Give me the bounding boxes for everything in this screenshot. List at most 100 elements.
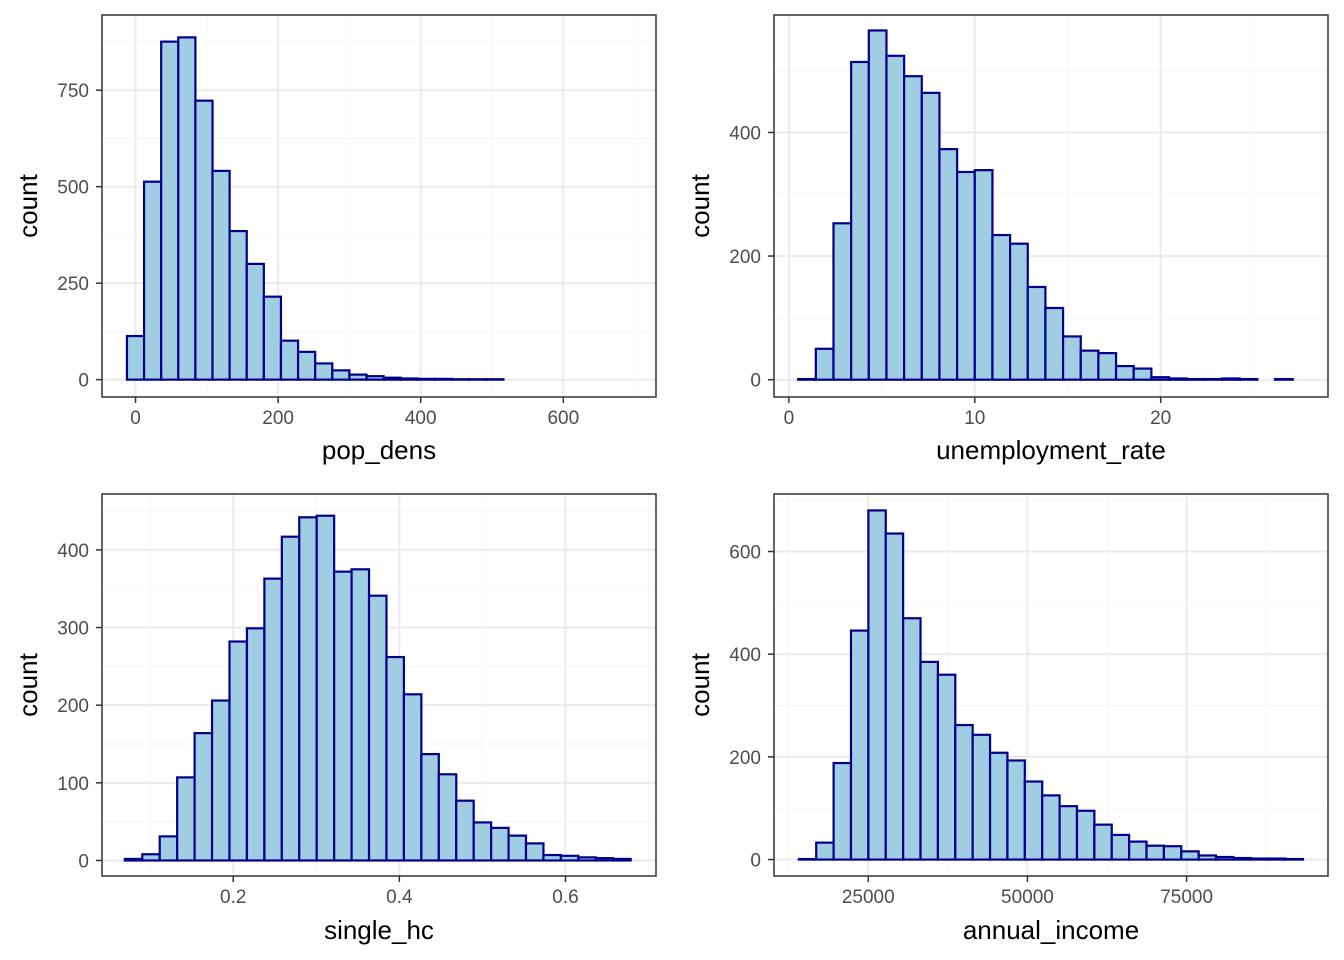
histogram-bar [177,36,197,381]
x-axis-title: pop_dens [322,435,436,465]
histogram-bar [559,854,580,862]
histogram-bar [832,222,853,381]
x-tick-label: 600 [547,408,579,429]
histogram-bar [141,853,161,862]
histogram-bar [797,377,817,381]
x-tick-label: 0.6 [552,887,578,908]
histogram-bar [367,594,388,862]
y-tick-label: 0 [750,371,761,392]
y-tick-label: 200 [729,748,761,769]
histogram-bar [399,377,419,381]
histogram-bar [1185,377,1206,381]
histogram-bar [1006,759,1026,861]
y-tick-label: 250 [57,274,89,295]
x-tick-label: 20 [1150,408,1171,429]
x-tick-label: 0.4 [386,887,413,908]
histogram-bar [1128,840,1148,861]
histogram-bar [365,375,385,381]
x-tick-label: 25000 [842,887,895,908]
histogram-bar [1132,367,1153,381]
histogram-bar [1023,780,1044,861]
histogram-bars [125,36,505,381]
histogram-bar [1097,352,1118,381]
histogram-bar [142,180,163,381]
histogram-bar [919,660,940,861]
histogram-bar [1044,306,1065,381]
x-tick-label: 400 [405,408,437,429]
histogram-bar [973,169,994,381]
histogram-bar [1150,376,1171,381]
histogram-panel-3: 0.2 0.4 0.6 0 100 200 300 400 single_hc count [13,493,657,945]
histogram-bar [954,723,974,861]
histogram-bar [867,509,887,861]
histogram-bar [849,629,870,861]
histogram-bar [1026,285,1047,381]
histogram-bar [263,577,283,862]
panel-border [773,493,1329,877]
histogram-bars [797,509,1305,861]
y-tick-label: 400 [729,123,761,144]
histogram-bar [1220,377,1241,381]
panel-border [101,14,657,398]
histogram-bar [298,516,318,862]
histogram-bar [490,826,510,862]
histogram-bar [1180,850,1200,861]
y-axis-title: count [13,652,43,716]
histogram-bar [1249,857,1270,861]
y-axis-title: count [685,173,715,237]
histogram-bar [176,776,196,862]
histogram-bar [1203,377,1224,381]
histogram-bar [867,29,888,381]
x-axis-title: single_hc [324,915,434,945]
histogram-bar [1041,794,1061,861]
histogram-bar [594,857,615,862]
histogram-bar [211,169,231,381]
y-tick-label: 200 [729,247,761,268]
histogram-bar [296,350,317,381]
histogram-panel-4: 25000 50000 75000 0 200 400 600 annual_income co… [685,493,1329,945]
histogram-bar [903,75,923,381]
histogram-bar [348,373,368,381]
histogram-bar [956,170,976,381]
x-tick-label: 75000 [1160,887,1213,908]
histogram-bars [797,29,1294,381]
histogram-bar [1267,857,1287,861]
histogram-bar [160,40,180,381]
histogram-bar [797,857,818,861]
histogram-bar [210,699,231,862]
histogram-bars [123,514,632,862]
histogram-bar [1110,833,1131,861]
y-tick-label: 600 [729,543,761,564]
histogram-bar [228,640,249,862]
histogram-bar [315,514,336,862]
histogram-bar [507,834,528,862]
y-tick-label: 300 [57,619,89,640]
x-tick-label: 0 [130,408,141,429]
histogram-bar [472,821,493,862]
histogram-bar [1145,844,1166,861]
y-tick-label: 400 [57,541,89,562]
y-tick-label: 0 [78,851,89,872]
histogram-bar [194,99,214,381]
histogram-panel-1: 0 200 400 600 0 250 500 750 pop_dens count [13,14,657,465]
histogram-bar [280,535,301,862]
y-tick-label: 100 [57,774,89,795]
histogram-bar [314,362,334,381]
histogram-bar [577,856,597,862]
histogram-bar [936,673,957,861]
x-axis-title: annual_income [963,915,1139,945]
y-tick-label: 200 [57,696,89,717]
histogram-bar [402,693,423,862]
histogram-bar [385,655,406,862]
histogram-bar [902,617,922,861]
histogram-bar [988,751,1009,861]
histogram-bar [1214,855,1235,861]
histogram-bar [125,334,146,381]
x-tick-label: 50000 [1001,887,1054,908]
histogram-bar [1009,242,1029,381]
histogram-bar [1167,377,1188,381]
x-tick-label: 10 [964,408,985,429]
histogram-bar [1114,364,1135,381]
histogram-bar [416,377,437,381]
